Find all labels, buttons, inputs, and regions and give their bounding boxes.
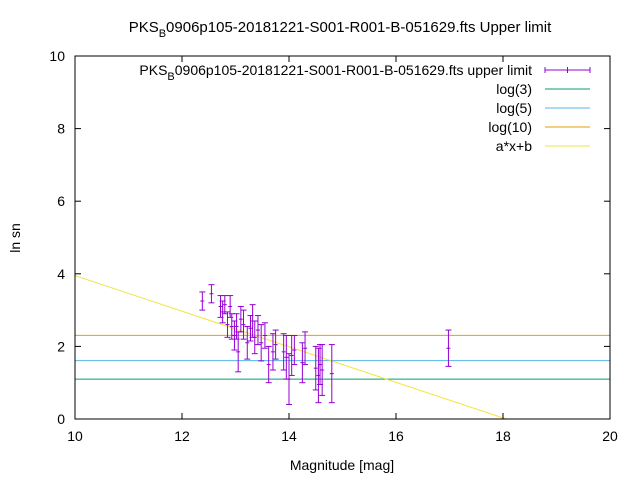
legend: PKSB0906p105-20181221-S001-R001-B-051629… [139,62,591,154]
data-point [312,345,319,391]
data-point [328,344,335,404]
data-point [199,291,206,311]
data-point [283,335,290,380]
chart-title-rest: 0906p105-20181221-S001-R001-B-051629.fts… [166,19,552,36]
x-tick-label: 12 [174,428,190,444]
chart-title-main: PKS [129,19,159,36]
data-point [237,305,244,333]
legend-label: a*x+b [496,138,532,154]
x-tick-label: 18 [495,428,511,444]
chart-title-subscript: B [159,28,166,40]
data-point [280,333,287,371]
data-point [299,342,306,384]
legend-entry: a*x+b [496,138,590,154]
x-tick-label: 14 [281,428,297,444]
data-point [286,353,292,405]
data-point [445,329,452,367]
legend-label-rest: 0906p105-20181221-S001-R001-B-051629.fts… [175,62,532,78]
y-tick-label: 0 [57,411,65,427]
plot-area-border [74,55,611,420]
data-point [244,325,251,360]
x-tick-label: 16 [388,428,404,444]
data-point [224,311,231,338]
legend-label: log(10) [488,119,532,135]
data-point [272,329,279,360]
data-point [258,324,265,362]
legend-entry: log(5) [496,100,590,116]
chart-title: PKSB0906p105-20181221-S001-R001-B-051629… [129,19,552,40]
data-point [261,322,268,349]
y-tick-label: 10 [49,48,65,64]
x-tick-label: 20 [602,428,618,444]
y-axis-label: ln sn [7,223,23,253]
data-point [208,284,215,304]
fit-line [75,275,508,419]
data-point [240,309,247,340]
data-point [265,345,272,384]
legend-entry: log(3) [496,81,590,97]
y-tick-label: 2 [57,338,65,354]
y-tick-label: 6 [57,193,65,209]
data-point [302,331,309,366]
legend-entry: PKSB0906p105-20181221-S001-R001-B-051629… [139,62,591,83]
data-point [251,320,258,355]
legend-label-main: PKS [139,62,167,78]
legend-label: log(5) [496,100,532,116]
y-tick-label: 8 [57,121,65,137]
data-point [288,335,295,376]
data-point [221,295,228,315]
y-tick-label: 4 [57,266,65,282]
legend-entry: log(10) [488,119,590,135]
data-point [269,333,276,371]
legend-label-subscript: B [167,71,174,83]
data-point [319,344,326,396]
data-point [254,315,261,346]
data-point [291,335,298,366]
x-axis-label: Magnitude [mag] [290,457,394,473]
legend-label: log(3) [496,81,532,97]
x-tick-label: 10 [67,428,83,444]
legend-label: PKSB0906p105-20181221-S001-R001-B-051629… [139,62,532,83]
